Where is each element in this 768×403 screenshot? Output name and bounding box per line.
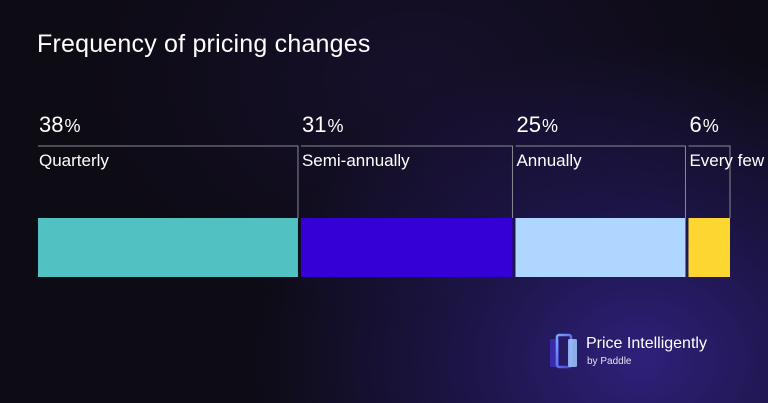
- brand-logo: Price Intelligently by Paddle: [548, 333, 748, 373]
- category-label-1: Quarterly: [39, 151, 109, 170]
- data-label-unit: %: [702, 116, 719, 136]
- leader-line-4: [688, 145, 731, 218]
- data-label-3: 25%: [516, 114, 558, 136]
- leader-line-2: [300, 145, 513, 218]
- bar-segment-3: [515, 218, 686, 277]
- category-label-4: Every few years: [689, 151, 768, 170]
- data-label-value: 38: [39, 112, 64, 137]
- data-label-4: 6%: [689, 114, 718, 136]
- data-label-unit: %: [64, 116, 81, 136]
- category-label-2: Semi-annually: [301, 151, 410, 170]
- brand-subtitle: by Paddle: [587, 356, 632, 367]
- brand-name: Price Intelligently: [586, 335, 707, 352]
- leader-line-1: [38, 145, 299, 218]
- data-label-value: 31: [301, 112, 327, 137]
- data-label-unit: %: [327, 116, 344, 136]
- data-label-1: 38%: [39, 114, 81, 136]
- data-label-value: 6: [689, 112, 702, 137]
- bar-segment-4: [688, 218, 730, 277]
- leader-line-3: [515, 145, 686, 218]
- bar-segment-2: [300, 218, 513, 277]
- data-label-value: 25: [516, 112, 541, 137]
- data-label-2: 31%: [302, 114, 344, 136]
- data-label-unit: %: [541, 116, 558, 136]
- bar-segment-1: [38, 218, 298, 277]
- logo-mark-icon: [550, 333, 577, 369]
- chart-title: Frequency of pricing changes: [37, 30, 371, 58]
- category-label-3: Annually: [516, 151, 582, 170]
